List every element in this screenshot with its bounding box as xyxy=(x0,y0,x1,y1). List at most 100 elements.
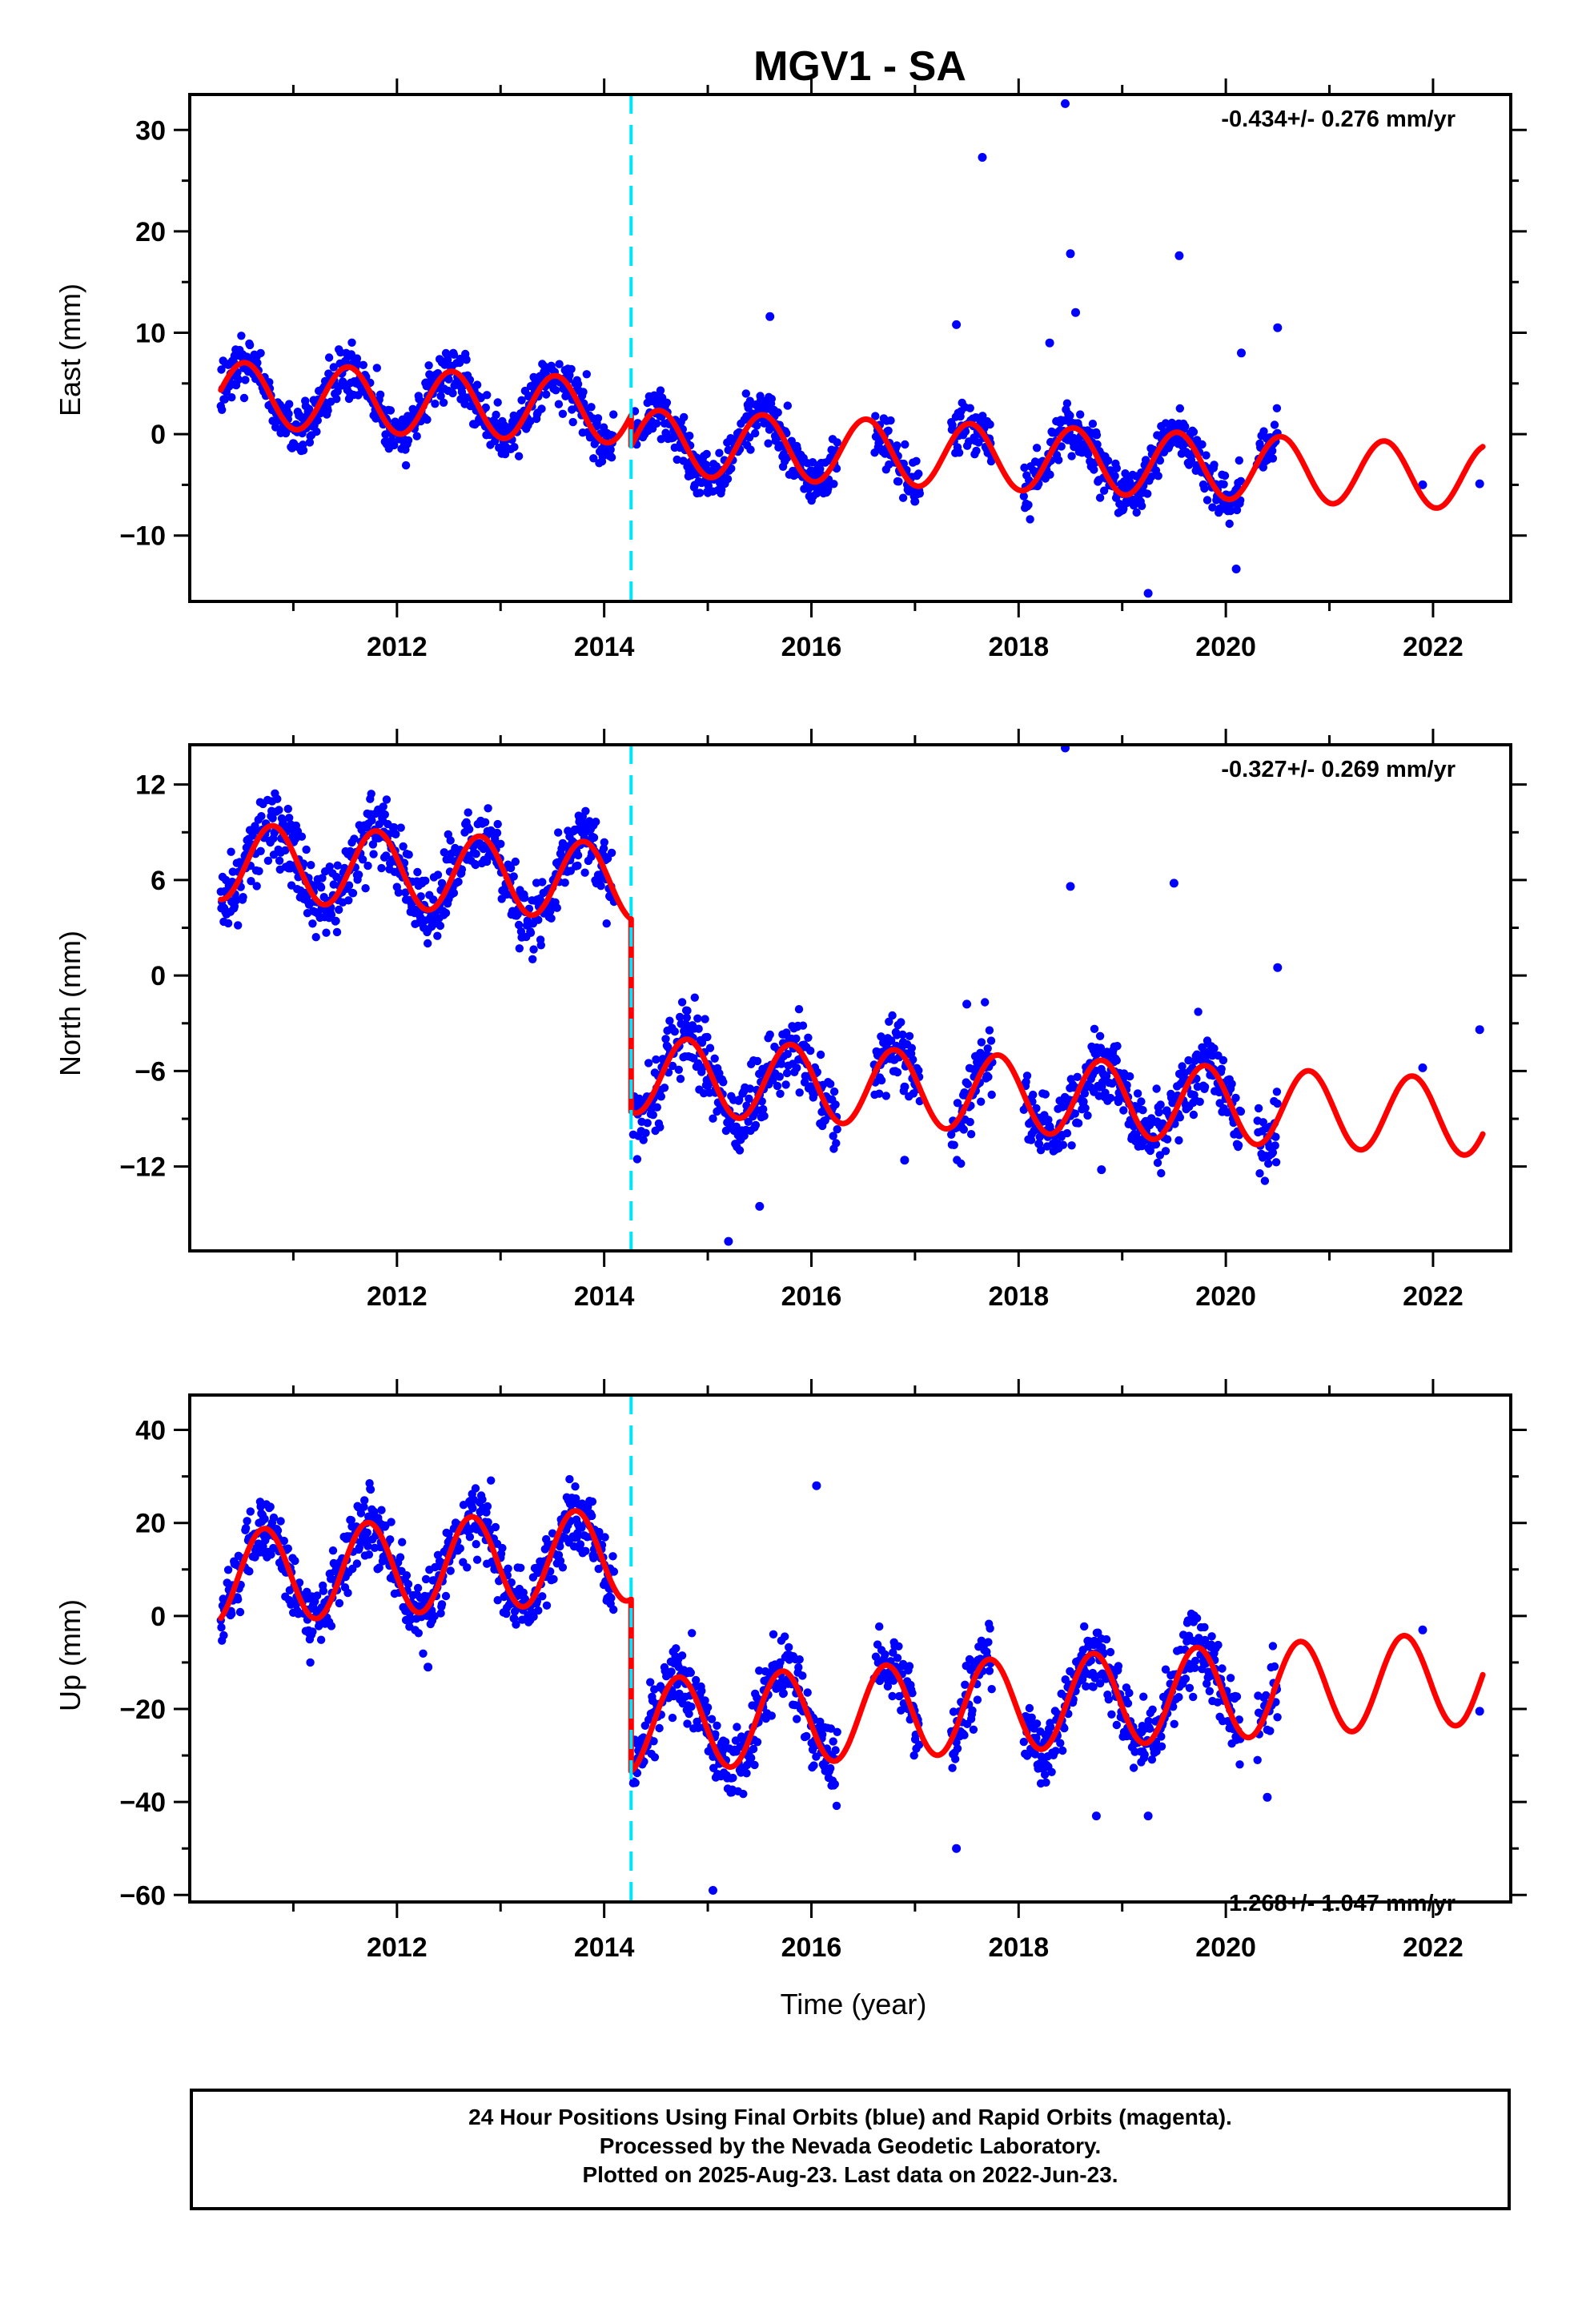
up-data-point xyxy=(430,1612,439,1621)
up-data-point xyxy=(472,1540,480,1549)
north-data-point xyxy=(885,1017,893,1027)
north-ylabel: North (mm) xyxy=(54,931,86,1076)
up-data-point xyxy=(356,1509,366,1518)
north-fit-line xyxy=(218,822,1486,1158)
up-data-point xyxy=(347,1516,355,1525)
up-outlier-point xyxy=(1475,1707,1484,1716)
east-data-point xyxy=(679,456,688,465)
up-data-point xyxy=(1078,1675,1087,1684)
north-data-point xyxy=(382,851,391,860)
east-data-point xyxy=(1155,456,1165,465)
north-data-point xyxy=(560,879,569,887)
east-data-point xyxy=(1137,501,1146,510)
up-data-point xyxy=(534,1606,543,1615)
north-data-point xyxy=(1114,1097,1123,1107)
up-data-point xyxy=(556,1556,565,1566)
east-outlier-point xyxy=(1475,479,1484,489)
north-data-point xyxy=(660,1084,669,1092)
north-data-point xyxy=(877,1076,886,1085)
up-panel: Up (mm) 1.268+/- 1.047 mm/yr −60−40−2002… xyxy=(54,1379,1527,1963)
up-data-point xyxy=(1145,1724,1154,1733)
up-data-point xyxy=(1253,1755,1262,1764)
east-ytick-label: 10 xyxy=(135,319,166,349)
east-data-points xyxy=(216,99,1484,598)
up-data-point xyxy=(951,1755,960,1763)
north-data-point xyxy=(1189,1110,1199,1120)
east-data-point xyxy=(1175,404,1185,413)
north-data-point xyxy=(514,920,524,930)
north-data-point xyxy=(331,916,340,926)
north-data-point xyxy=(369,850,378,858)
north-data-point xyxy=(783,1050,792,1059)
up-data-point xyxy=(279,1536,288,1546)
up-data-point xyxy=(1148,1705,1157,1714)
north-data-point xyxy=(1080,1089,1090,1098)
east-data-point xyxy=(1189,428,1199,436)
north-data-point xyxy=(1194,1007,1203,1016)
up-data-point xyxy=(269,1513,279,1522)
north-data-point xyxy=(775,1072,784,1081)
east-data-point xyxy=(773,408,782,417)
north-data-point xyxy=(794,1005,804,1014)
east-ytick-label: 0 xyxy=(151,420,166,450)
up-data-point xyxy=(558,1563,568,1572)
up-data-point xyxy=(1191,1663,1199,1672)
north-data-point xyxy=(769,1076,777,1085)
north-outlier-point xyxy=(1475,1025,1484,1035)
up-data-point xyxy=(493,1596,502,1605)
north-data-point xyxy=(1272,1088,1282,1096)
up-data-point xyxy=(1144,1716,1153,1726)
east-data-point xyxy=(448,388,457,398)
up-data-point xyxy=(1080,1622,1089,1631)
north-data-point xyxy=(963,1080,973,1089)
north-data-point xyxy=(424,939,432,948)
north-data-point xyxy=(600,838,608,847)
north-data-point xyxy=(471,860,480,870)
up-data-point xyxy=(721,1738,730,1747)
north-outlier-point xyxy=(1169,879,1178,888)
north-data-point xyxy=(496,839,505,849)
north-data-point xyxy=(484,804,492,813)
north-data-point xyxy=(526,928,536,938)
north-data-point xyxy=(905,1031,914,1041)
north-data-point xyxy=(782,1028,791,1037)
up-data-point xyxy=(1047,1767,1056,1776)
north-outlier-point xyxy=(1097,1165,1106,1175)
north-data-point xyxy=(263,856,273,866)
up-data-point xyxy=(631,1779,640,1787)
north-data-point xyxy=(986,1036,996,1045)
up-data-point xyxy=(363,1528,371,1538)
up-data-point xyxy=(1207,1632,1216,1641)
up-data-point xyxy=(897,1706,905,1715)
north-data-point xyxy=(781,1080,790,1089)
up-data-point xyxy=(1200,1622,1209,1632)
east-data-point xyxy=(443,356,452,364)
north-data-point xyxy=(596,882,605,891)
east-data-point xyxy=(514,452,524,460)
east-data-point xyxy=(1147,472,1156,481)
up-data-point xyxy=(1270,1662,1279,1671)
up-ytick-label: 20 xyxy=(135,1509,166,1539)
east-data-point xyxy=(787,436,796,445)
up-data-point xyxy=(436,1609,445,1618)
north-data-point xyxy=(816,1050,825,1059)
up-data-point xyxy=(914,1740,924,1749)
up-data-point xyxy=(685,1709,693,1719)
north-data-point xyxy=(534,915,543,924)
north-data-point xyxy=(520,894,529,903)
up-data-point xyxy=(463,1563,472,1572)
up-data-point xyxy=(267,1550,275,1559)
up-ytick-label: 0 xyxy=(151,1602,166,1632)
up-xtick-label: 2022 xyxy=(1403,1932,1464,1963)
east-data-point xyxy=(1143,489,1152,498)
east-data-point xyxy=(517,396,526,404)
north-data-point xyxy=(1162,1135,1172,1144)
east-data-point xyxy=(764,439,773,448)
up-data-point xyxy=(831,1746,840,1755)
east-data-point xyxy=(253,358,262,368)
north-data-point xyxy=(957,1159,966,1168)
up-data-point xyxy=(241,1524,251,1533)
north-data-point xyxy=(394,888,404,897)
east-data-point xyxy=(656,435,665,444)
north-data-point xyxy=(367,790,375,798)
